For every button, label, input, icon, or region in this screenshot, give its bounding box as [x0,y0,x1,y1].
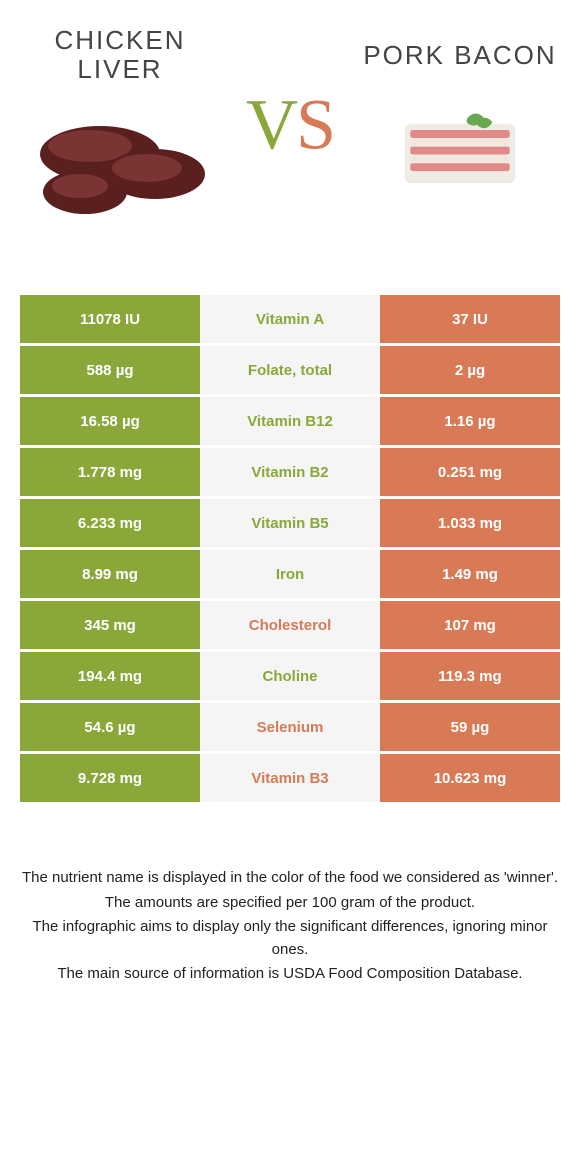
cell-nutrient-name: Cholesterol [200,601,380,649]
footer-line: The infographic aims to display only the… [20,916,560,961]
bacon-icon [385,99,535,199]
vs-s: S [296,84,334,164]
footer-line: The amounts are specified per 100 gram o… [20,892,560,915]
table-row: 588 µgFolate, total2 µg [20,346,560,394]
food-b-image [365,89,555,209]
cell-nutrient-name: Iron [200,550,380,598]
vs-text: VS [246,83,334,166]
cell-food-a-value: 1.778 mg [20,448,200,496]
cell-food-a-value: 194.4 mg [20,652,200,700]
cell-food-b-value: 10.623 mg [380,754,560,802]
cell-food-b-value: 0.251 mg [380,448,560,496]
table-row: 11078 IUVitamin A37 IU [20,295,560,343]
comparison-table: 11078 IUVitamin A37 IU588 µgFolate, tota… [20,295,560,802]
cell-food-b-value: 37 IU [380,295,560,343]
table-row: 6.233 mgVitamin B51.033 mg [20,499,560,547]
table-row: 1.778 mgVitamin B20.251 mg [20,448,560,496]
cell-food-b-value: 107 mg [380,601,560,649]
cell-nutrient-name: Vitamin A [200,295,380,343]
liver-icon [25,104,215,224]
cell-food-b-value: 119.3 mg [380,652,560,700]
cell-nutrient-name: Folate, total [200,346,380,394]
cell-food-a-value: 345 mg [20,601,200,649]
table-row: 9.728 mgVitamin B310.623 mg [20,754,560,802]
table-row: 54.6 µgSelenium59 µg [20,703,560,751]
food-a-image [25,104,215,224]
table-row: 345 mgCholesterol107 mg [20,601,560,649]
cell-food-a-value: 588 µg [20,346,200,394]
footer-notes: The nutrient name is displayed in the co… [20,867,560,986]
cell-nutrient-name: Selenium [200,703,380,751]
cell-food-a-value: 54.6 µg [20,703,200,751]
cell-food-a-value: 6.233 mg [20,499,200,547]
food-a-title: CHICKEN LIVER [20,26,220,83]
cell-food-a-value: 16.58 µg [20,397,200,445]
cell-food-a-value: 8.99 mg [20,550,200,598]
cell-food-b-value: 59 µg [380,703,560,751]
cell-nutrient-name: Vitamin B5 [200,499,380,547]
cell-nutrient-name: Choline [200,652,380,700]
cell-food-a-value: 9.728 mg [20,754,200,802]
food-b-column: PORK BACON [360,41,560,210]
cell-food-b-value: 2 µg [380,346,560,394]
cell-nutrient-name: Vitamin B12 [200,397,380,445]
table-row: 16.58 µgVitamin B121.16 µg [20,397,560,445]
cell-food-a-value: 11078 IU [20,295,200,343]
cell-nutrient-name: Vitamin B2 [200,448,380,496]
footer-line: The main source of information is USDA F… [20,963,560,986]
food-b-title: PORK BACON [363,41,556,70]
table-row: 194.4 mgCholine119.3 mg [20,652,560,700]
header: CHICKEN LIVER VS PORK BACON [0,0,580,240]
food-a-column: CHICKEN LIVER [20,26,220,223]
footer-line: The nutrient name is displayed in the co… [20,867,560,890]
vs-v: V [246,84,296,164]
cell-food-b-value: 1.033 mg [380,499,560,547]
table-row: 8.99 mgIron1.49 mg [20,550,560,598]
cell-food-b-value: 1.49 mg [380,550,560,598]
cell-nutrient-name: Vitamin B3 [200,754,380,802]
cell-food-b-value: 1.16 µg [380,397,560,445]
